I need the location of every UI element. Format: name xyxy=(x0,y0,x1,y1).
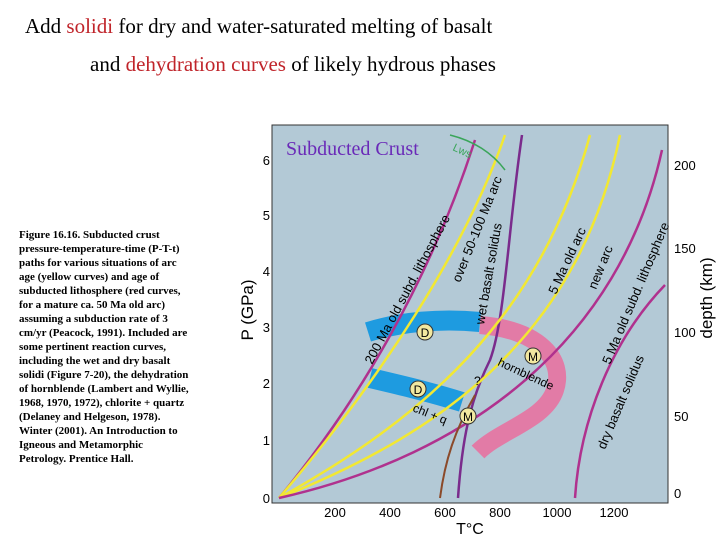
curve xyxy=(439,394,476,499)
title-highlight: dehydration curves xyxy=(125,52,286,76)
marker xyxy=(459,407,477,425)
curve xyxy=(278,134,622,500)
y-tick-label: 1 xyxy=(263,433,270,448)
x-axis-label: T°C xyxy=(456,521,484,538)
title-line: and dehydration curves of likely hydrous… xyxy=(90,52,496,77)
phase-label: M xyxy=(463,410,473,424)
x-axis: 200 400 600 800 1000 1200 T°C xyxy=(324,505,628,538)
curve xyxy=(278,139,477,499)
title-highlight: solidi xyxy=(66,14,114,38)
phase-label: D xyxy=(421,326,430,340)
phase-label: D xyxy=(414,383,423,397)
y-tick-label: 4 xyxy=(263,264,270,279)
y-axis-label: P (GPa) xyxy=(238,279,257,340)
curve xyxy=(278,134,592,500)
x-tick-label: 200 xyxy=(324,505,346,520)
phase-label: M xyxy=(528,350,538,364)
y2-tick-label: 50 xyxy=(674,409,688,424)
title-part: Add xyxy=(25,14,67,38)
y-tick-label: 2 xyxy=(263,376,270,391)
x-tick-label: 600 xyxy=(434,505,456,520)
x-tick-label: 800 xyxy=(489,505,511,520)
title-line: Add solidi for dry and water-saturated m… xyxy=(25,14,492,39)
caption: Figure 16.16. Subducted crust pressure-t… xyxy=(19,229,189,465)
y-tick-label: 5 xyxy=(263,208,270,223)
y-tick-label: 3 xyxy=(263,320,270,335)
title-part: for dry and water-saturated melting of b… xyxy=(113,14,493,38)
x-tick-label: 1000 xyxy=(543,505,572,520)
inset-title: Subducted Crust xyxy=(286,138,419,160)
curve xyxy=(278,134,507,499)
y2-tick-label: 0 xyxy=(674,486,681,501)
title-part: and xyxy=(90,52,126,76)
band-pink xyxy=(471,316,567,459)
curve-label: ? xyxy=(474,374,481,388)
x-tick-label: 1200 xyxy=(600,505,629,520)
band-blue xyxy=(365,310,481,342)
curve xyxy=(449,134,506,171)
y2-axis-label: depth (km) xyxy=(697,257,716,338)
y2-tick-label: 150 xyxy=(674,241,696,256)
x-tick-label: 400 xyxy=(379,505,401,520)
y-tick-label: 6 xyxy=(263,153,270,168)
curve xyxy=(278,149,664,500)
marker xyxy=(409,380,427,398)
marker xyxy=(416,323,434,341)
y2-axis: 0 50 100 150 200 depth (km) xyxy=(674,158,716,501)
phase-markers: D D M M xyxy=(409,323,542,425)
title-part: of likely hydrous phases xyxy=(285,52,496,76)
y2-tick-label: 200 xyxy=(674,158,696,173)
curve xyxy=(573,284,666,499)
y-axis: 0 1 2 3 4 5 6 P (GPa) xyxy=(238,153,270,506)
y2-tick-label: 100 xyxy=(674,325,696,340)
marker xyxy=(524,347,542,365)
y-tick-label: 0 xyxy=(263,491,270,506)
curve xyxy=(456,134,524,499)
